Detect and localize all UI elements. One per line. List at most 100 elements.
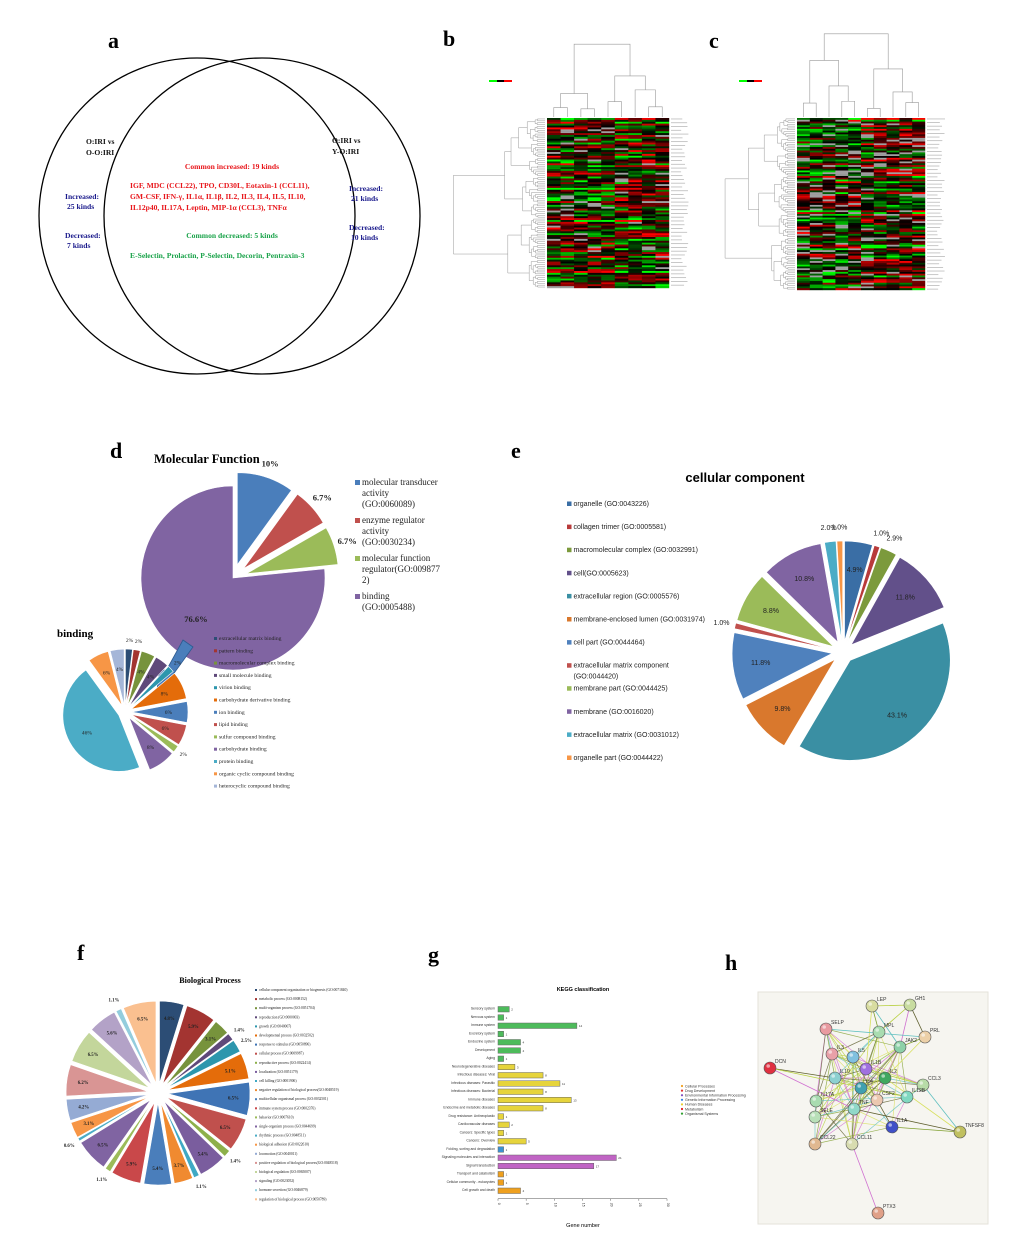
node-highlight (875, 1028, 879, 1032)
heatmap-cell (614, 263, 629, 266)
row-label (671, 239, 682, 241)
heatmap-cell (861, 174, 874, 177)
network-edge (815, 1077, 886, 1102)
heatmap-cell (912, 233, 926, 236)
heatmap-cell (899, 228, 913, 231)
row-label (671, 160, 683, 161)
heatmap-cell (601, 187, 615, 190)
heatmap-cell (861, 215, 874, 218)
row-dendrogram (787, 272, 795, 275)
heatmap-cell (822, 127, 836, 130)
heatmap-cell (547, 208, 561, 211)
network-node-label: IL3 (837, 1045, 844, 1051)
heatmap-cell (861, 166, 874, 169)
legend-swatch (355, 556, 360, 561)
heatmap-cell (797, 148, 810, 151)
legend-item: virion binding (214, 685, 251, 691)
legend-swatch (567, 709, 572, 714)
heatmap-cell (547, 155, 561, 158)
kegg-category-label: Cellular community - eukaryotes (447, 1180, 496, 1184)
heatmap-cell (547, 201, 561, 204)
heatmap-cell (861, 203, 874, 206)
heatmap-cell (547, 118, 561, 121)
legend-label: ion binding (219, 710, 245, 716)
row-dendrogram (537, 245, 545, 248)
heatmap-cell (797, 181, 810, 184)
legend-dot (680, 1107, 684, 1111)
heatmap-cell (655, 155, 670, 158)
heatmap-cell (797, 219, 810, 222)
row-dendrogram (537, 284, 545, 288)
legend-swatch (214, 673, 217, 677)
heatmap-cell (848, 244, 862, 247)
heatmap-cell (614, 193, 629, 196)
heatmap-cell (641, 214, 656, 217)
legend-swatch (355, 518, 360, 523)
heatmap-cell (861, 179, 874, 182)
heatmap-cell (560, 265, 575, 268)
kegg-value-label: 3 (517, 1065, 519, 1069)
heatmap-cell (835, 261, 849, 264)
legend-item: negative regulation of biological proces… (255, 1088, 339, 1092)
heatmap-cell (655, 206, 670, 209)
heatmap-cell (641, 255, 656, 258)
legend-swatch (255, 1061, 257, 1064)
heatmap-cell (873, 128, 887, 131)
heatmap-cell (614, 180, 629, 183)
heatmap-cell (899, 262, 913, 265)
legend-swatch (567, 755, 572, 760)
heatmap-cell (861, 275, 874, 278)
heatmap-cell (822, 165, 836, 168)
row-label (927, 158, 942, 160)
pie-slice (127, 650, 155, 706)
row-dendrogram (537, 188, 545, 191)
heatmap-cell (899, 264, 913, 267)
heatmap-cell (601, 208, 615, 211)
heatmap-cell (873, 119, 887, 122)
heatmap-cell (848, 273, 862, 276)
heatmap-cell (886, 118, 900, 121)
panel-label-h: h (725, 950, 737, 975)
heatmap-cell (574, 214, 588, 217)
heatmap-cell (641, 174, 656, 177)
heatmap-cell (886, 239, 900, 242)
network-edge (814, 1108, 855, 1118)
row-dendrogram (518, 127, 532, 149)
heatmap-cell (861, 255, 874, 258)
row-dendrogram (787, 267, 795, 270)
pie-data-label: 11.8% (896, 594, 915, 601)
heatmap-cell (861, 132, 874, 135)
heatmap-cell (835, 148, 849, 151)
heatmap-cell (614, 119, 629, 122)
heatmap-cell (601, 206, 615, 209)
heatmap-cell (641, 191, 656, 194)
legend-label: behavior (GO:0007610) (259, 1115, 294, 1119)
row-dendrogram (785, 265, 795, 269)
row-dendrogram (535, 152, 545, 157)
heatmap-cell (641, 274, 656, 277)
heatmap-cell (848, 232, 862, 235)
heatmap-cell (628, 267, 643, 270)
heatmap-cell (587, 138, 602, 141)
heatmap-cell (655, 250, 670, 253)
heatmap-cell (628, 178, 643, 181)
heatmap-cell (628, 140, 643, 143)
heatmap-cell (886, 242, 900, 245)
heatmap-cell (848, 163, 862, 166)
row-label (671, 213, 688, 214)
heatmap-cell (835, 271, 849, 274)
heatmap-cell (628, 174, 643, 177)
heatmap-cell (873, 280, 887, 283)
heatmap-cell (848, 170, 862, 173)
heatmap-cell (912, 154, 926, 157)
heatmap-cell (873, 223, 887, 226)
heatmap-cell (835, 226, 849, 229)
legend-label: molecular transducer (362, 477, 438, 487)
pie-slice (80, 1099, 151, 1168)
heatmap-cell (587, 286, 602, 289)
heatmap-cell (848, 286, 862, 289)
heatmap-cell (886, 223, 900, 226)
heatmap-cell (873, 250, 887, 253)
heatmap-cell (912, 275, 926, 278)
heatmap-cell (601, 199, 615, 202)
